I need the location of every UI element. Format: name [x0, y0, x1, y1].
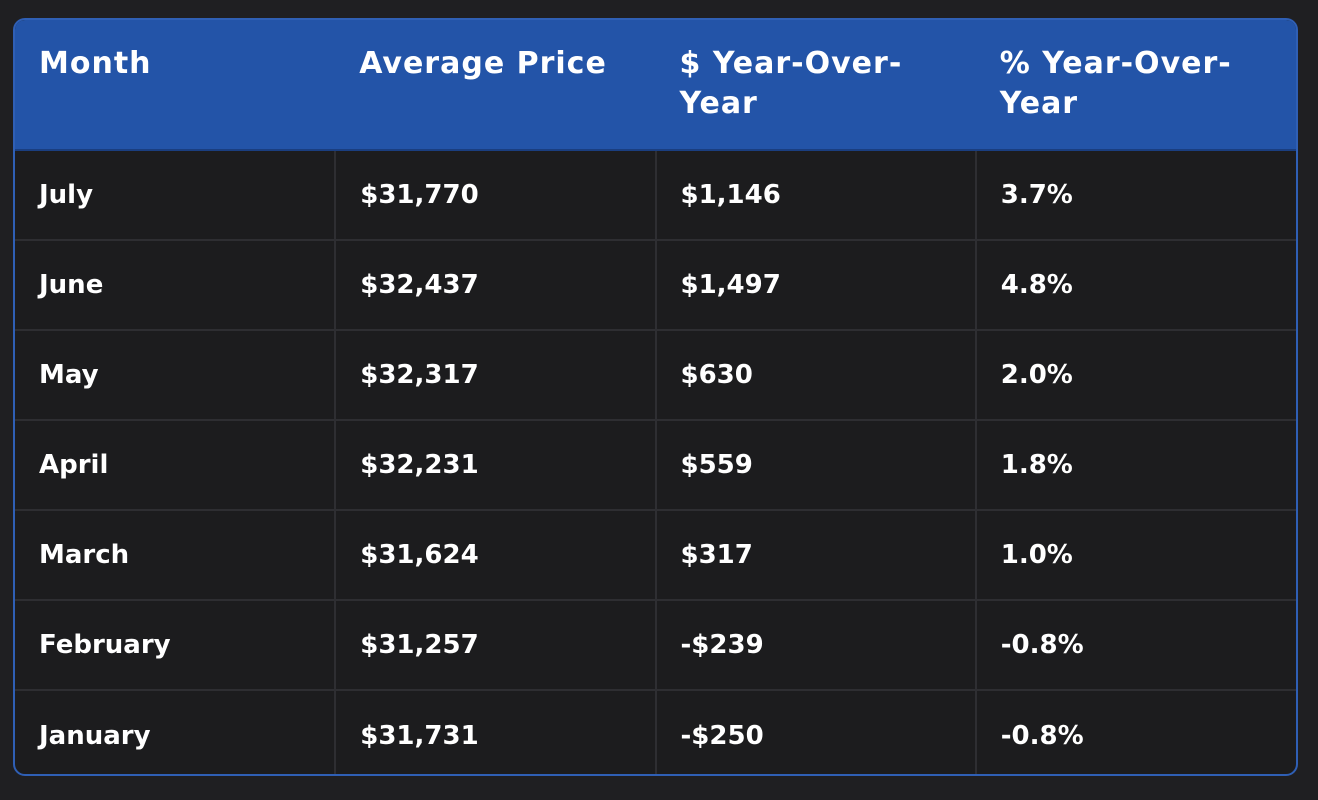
header-average-price: Average Price [335, 20, 656, 151]
price-table-container: Month Average Price $ Year-Over-Year % Y… [13, 18, 1298, 776]
cell-month: June [15, 240, 337, 331]
cell-average-price: $31,770 [335, 150, 657, 241]
cell-percent-yoy: 2.0% [975, 330, 1296, 421]
cell-percent-yoy: -0.8% [975, 600, 1296, 691]
cell-percent-yoy: -0.8% [1000, 720, 1084, 751]
table-row: July $31,770 $1,146 3.7% [15, 150, 1296, 241]
cell-average-price: $32,231 [335, 420, 657, 511]
cell-month: April [15, 420, 337, 511]
cell-average-price: $31,257 [335, 600, 657, 691]
cell-average-price: $31,624 [335, 510, 657, 601]
cell-month: July [15, 150, 337, 241]
header-month: Month [15, 20, 336, 151]
cell-dollar-yoy: $1,146 [655, 150, 977, 241]
table-body: July $31,770 $1,146 3.7% June $32,437 $1… [15, 150, 1296, 774]
cell-month: May [15, 330, 337, 421]
cell-percent-yoy: 4.8% [975, 240, 1296, 331]
table-row: June $32,437 $1,497 4.8% [15, 240, 1296, 331]
cell-month: March [15, 510, 337, 601]
cell-dollar-yoy: $317 [655, 510, 977, 601]
cell-month: January [15, 690, 337, 774]
cell-average-price: $32,437 [335, 240, 657, 331]
table-row: February $31,257 -$239 -0.8% [15, 600, 1296, 691]
cell-dollar-yoy: $559 [655, 420, 977, 511]
cell-average-price: $31,731 [335, 690, 657, 774]
cell-dollar-yoy: $1,497 [655, 240, 977, 331]
header-percent-yoy: % Year-Over-Year [975, 20, 1296, 151]
cell-month: February [15, 600, 337, 691]
cell-percent-yoy: 1.0% [975, 510, 1296, 601]
table-header: Month Average Price $ Year-Over-Year % Y… [15, 20, 1296, 151]
cell-average-price: $32,317 [335, 330, 657, 421]
cell-dollar-yoy: -$239 [655, 600, 977, 691]
header-row: Month Average Price $ Year-Over-Year % Y… [15, 20, 1296, 151]
cell-percent-yoy: 3.7% [975, 150, 1296, 241]
table-row: May $32,317 $630 2.0% [15, 330, 1296, 421]
table-row: March $31,624 $317 1.0% [15, 510, 1296, 601]
price-table: Month Average Price $ Year-Over-Year % Y… [15, 20, 1296, 774]
table-row: April $32,231 $559 1.8% [15, 420, 1296, 511]
cell-dollar-yoy: -$250 [655, 690, 977, 774]
cell-dollar-yoy: $630 [655, 330, 977, 421]
table-row: January $31,731 -$250 -0.8% [15, 690, 1296, 774]
cell-percent-yoy: 1.8% [975, 420, 1296, 511]
header-dollar-yoy: $ Year-Over-Year [655, 20, 976, 151]
